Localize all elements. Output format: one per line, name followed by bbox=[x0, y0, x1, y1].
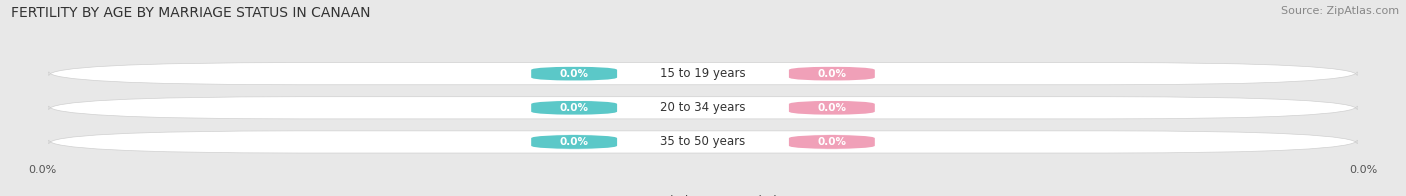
Text: 35 to 50 years: 35 to 50 years bbox=[661, 135, 745, 148]
Text: 0.0%: 0.0% bbox=[560, 137, 589, 147]
FancyBboxPatch shape bbox=[531, 135, 617, 149]
FancyBboxPatch shape bbox=[49, 63, 1357, 85]
Text: 20 to 34 years: 20 to 34 years bbox=[661, 101, 745, 114]
FancyBboxPatch shape bbox=[789, 101, 875, 115]
FancyBboxPatch shape bbox=[789, 135, 875, 149]
FancyBboxPatch shape bbox=[624, 135, 782, 149]
Text: FERTILITY BY AGE BY MARRIAGE STATUS IN CANAAN: FERTILITY BY AGE BY MARRIAGE STATUS IN C… bbox=[11, 6, 371, 20]
Text: 0.0%: 0.0% bbox=[817, 137, 846, 147]
FancyBboxPatch shape bbox=[789, 66, 875, 81]
FancyBboxPatch shape bbox=[49, 97, 1357, 119]
Text: 15 to 19 years: 15 to 19 years bbox=[661, 67, 745, 80]
FancyBboxPatch shape bbox=[624, 66, 782, 81]
Text: 0.0%: 0.0% bbox=[817, 69, 846, 79]
Text: Source: ZipAtlas.com: Source: ZipAtlas.com bbox=[1281, 6, 1399, 16]
Text: 0.0%: 0.0% bbox=[817, 103, 846, 113]
Legend: Married, Unmarried: Married, Unmarried bbox=[624, 191, 782, 196]
FancyBboxPatch shape bbox=[531, 66, 617, 81]
FancyBboxPatch shape bbox=[49, 131, 1357, 153]
FancyBboxPatch shape bbox=[624, 101, 782, 115]
Text: 0.0%: 0.0% bbox=[560, 69, 589, 79]
FancyBboxPatch shape bbox=[531, 101, 617, 115]
Text: 0.0%: 0.0% bbox=[560, 103, 589, 113]
